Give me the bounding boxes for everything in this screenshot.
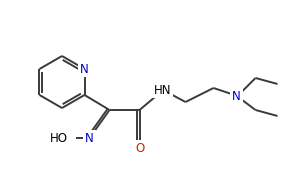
Text: N: N bbox=[80, 63, 89, 75]
Text: HO: HO bbox=[50, 132, 68, 144]
Text: HN: HN bbox=[154, 83, 171, 97]
Text: N: N bbox=[85, 132, 94, 144]
Text: O: O bbox=[135, 142, 144, 154]
Text: N: N bbox=[232, 90, 241, 102]
